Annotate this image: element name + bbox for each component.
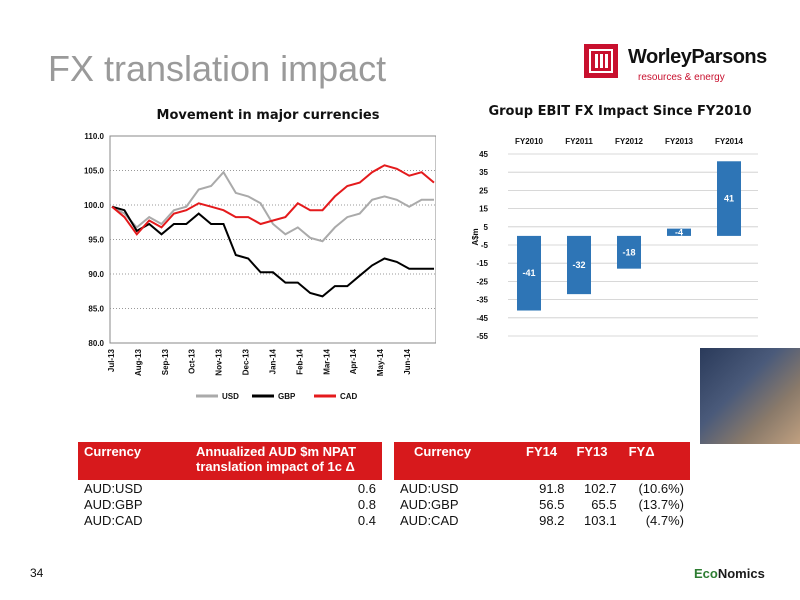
table-row: AUD:CAD 0.4 — [78, 512, 382, 528]
table-row: AUD:GBP 0.8 — [78, 496, 382, 512]
fy-header-fy13: FY13 — [570, 442, 623, 480]
y-tick-label: 110.0 — [84, 132, 104, 141]
category-label: FY2013 — [665, 137, 694, 146]
bar-fy2014 — [717, 161, 741, 236]
table-row: AUD:CAD 98.2 103.1 (4.7%) — [394, 512, 690, 528]
y-tick-label: 100.0 — [84, 201, 105, 210]
fy-cell: 56.5 — [539, 496, 565, 512]
data-label: -32 — [572, 260, 585, 270]
fy-table: Currency FY14 FY13 FYΔ AUD:USD 91.8 102.… — [394, 442, 690, 528]
y-tick-label: 45 — [479, 150, 488, 159]
line-chart-title: Movement in major currencies — [156, 108, 380, 123]
npat-header-currency: Currency — [78, 442, 190, 480]
bar-fy2010 — [517, 235, 541, 311]
y-tick-label: 90.0 — [88, 270, 104, 279]
logo-name: WorleyParsons — [628, 46, 767, 68]
y-tick-label: 80.0 — [88, 339, 104, 348]
series-line-cad — [111, 164, 435, 236]
fy-header-delta: FYΔ — [622, 442, 690, 480]
y-tick-label: 5 — [484, 223, 489, 232]
fy-cell: (10.6%) — [638, 480, 684, 496]
fy-cell: (4.7%) — [645, 512, 684, 528]
logo-tagline: resources & energy — [638, 72, 725, 83]
y-tick-label: 35 — [479, 168, 488, 177]
y-tick-label: -45 — [476, 314, 488, 323]
y-tick-label: 95.0 — [88, 236, 104, 245]
series-line-usd — [111, 170, 434, 243]
y-tick-label: 25 — [479, 186, 488, 195]
y-tick-label: -15 — [476, 259, 488, 268]
fy-cell: 91.8 — [539, 480, 565, 496]
bar-chart: 45 35 25 15 5 -5 -15 -25 -35 -45 -55 A$m FY2010 -41 FY… — [471, 137, 758, 341]
category-label: FY2010 — [515, 137, 544, 146]
legend-label: USD — [222, 392, 239, 401]
legend-label: CAD — [340, 392, 358, 401]
fy-cell: 98.2 — [539, 512, 565, 528]
fy-header-fy14: FY14 — [520, 442, 571, 480]
x-tick-label: Oct-13 — [188, 348, 197, 373]
y-tick-label: -55 — [476, 332, 488, 341]
y-axis-label: A$m — [471, 228, 480, 245]
x-tick-label: Mar-14 — [322, 348, 331, 374]
bar-fy2013 — [667, 228, 691, 236]
economics-logo-nomics: Nomics — [717, 566, 765, 581]
fy-cell: (13.7%) — [638, 496, 684, 512]
category-label: FY2012 — [615, 137, 644, 146]
fy-cell: AUD:GBP — [400, 496, 459, 512]
npat-table: Currency Annualized AUD $m NPAT translat… — [78, 442, 382, 528]
x-tick-label: Nov-13 — [215, 348, 224, 375]
npat-cell: 0.8 — [357, 496, 376, 512]
x-tick-label: Jun-14 — [403, 348, 412, 374]
bar-fy2011 — [567, 235, 591, 295]
x-tick-label: Aug-13 — [134, 348, 143, 376]
y-tick-label: 15 — [479, 205, 488, 214]
y-tick-label: -25 — [476, 277, 488, 286]
table-row: AUD:USD 0.6 — [78, 480, 382, 496]
x-tick-label: Jan-14 — [268, 348, 277, 374]
slide-title: FX translation impact — [48, 48, 387, 89]
data-label: 41 — [724, 194, 734, 204]
economics-logo: EcoNomics — [694, 566, 765, 581]
x-tick-label: Apr-14 — [349, 348, 358, 374]
npat-header-impact: Annualized AUD $m NPAT translation impac… — [190, 442, 382, 480]
fy-cell: 102.7 — [584, 480, 617, 496]
npat-cell: AUD:CAD — [84, 512, 143, 528]
legend-label: GBP — [278, 392, 296, 401]
fy-cell: AUD:USD — [400, 480, 459, 496]
fy-cell: 103.1 — [584, 512, 617, 528]
fy-cell: 65.5 — [591, 496, 617, 512]
bar-fy2012 — [617, 235, 641, 269]
x-tick-label: Jul-13 — [107, 348, 116, 372]
category-label: FY2011 — [565, 137, 593, 146]
table-row: AUD:USD 91.8 102.7 (10.6%) — [394, 480, 690, 496]
worleyparsons-logo: WorleyParsons resources & energy — [584, 44, 784, 84]
category-label: FY2014 — [715, 137, 744, 146]
npat-cell: AUD:GBP — [84, 496, 143, 512]
table-row: AUD:GBP 56.5 65.5 (13.7%) — [394, 496, 690, 512]
x-tick-label: May-14 — [376, 348, 385, 376]
fy-cell: AUD:CAD — [400, 512, 459, 528]
data-label: -18 — [622, 247, 635, 257]
x-tick-label: Dec-13 — [242, 348, 251, 375]
npat-cell: AUD:USD — [84, 480, 143, 496]
y-tick-label: 85.0 — [88, 305, 104, 314]
x-tick-label: Sep-13 — [161, 348, 170, 375]
y-tick-label: 105.0 — [84, 167, 105, 176]
fy-header-currency: Currency — [394, 442, 520, 480]
y-tick-label: -5 — [481, 241, 489, 250]
refinery-photo — [700, 348, 800, 444]
data-label: -4 — [675, 227, 683, 237]
y-tick-label: -35 — [476, 296, 488, 305]
npat-cell: 0.4 — [357, 512, 376, 528]
data-label: -41 — [522, 268, 535, 278]
x-tick-label: Feb-14 — [295, 348, 304, 374]
bar-chart-title: Group EBIT FX Impact Since FY2010 — [488, 104, 752, 119]
logo-mark-icon — [584, 44, 618, 78]
npat-cell: 0.6 — [357, 480, 376, 496]
economics-logo-eco: Eco — [694, 566, 718, 581]
series-line-gbp — [111, 205, 434, 298]
page-number: 34 — [30, 566, 44, 580]
